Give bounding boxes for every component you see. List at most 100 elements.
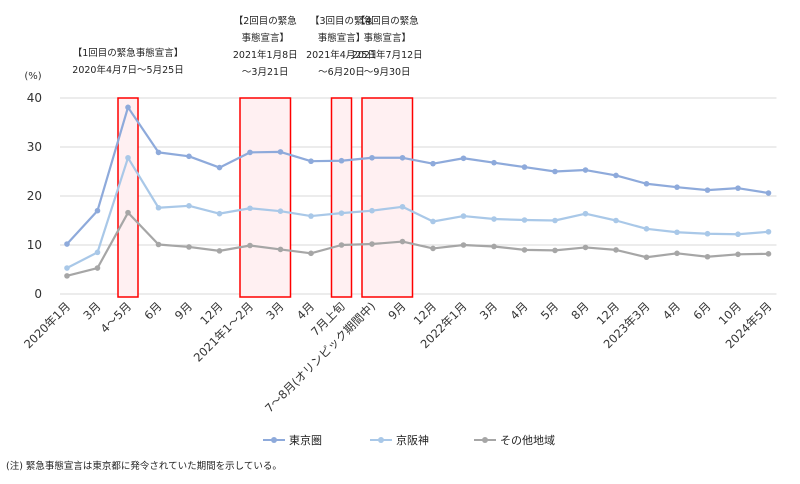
emergency-period-box (361, 97, 414, 298)
x-tick-label: 6月 (141, 299, 164, 322)
data-point (765, 190, 772, 196)
x-tick-label: 4月 (660, 299, 683, 322)
legend-label: 東京圏 (289, 433, 322, 447)
data-point (521, 164, 528, 170)
data-point (430, 218, 436, 225)
data-point (643, 254, 650, 261)
x-tick-label: 6月 (690, 299, 713, 322)
series-line (66, 106, 769, 245)
legend-label: 京阪神 (396, 433, 429, 447)
data-point (94, 207, 101, 214)
x-tick-label: 4月 (507, 299, 530, 322)
data-point (643, 226, 650, 232)
x-tick-label: 3月 (263, 299, 286, 322)
data-point (735, 185, 741, 191)
data-point (308, 213, 314, 219)
data-point (94, 265, 101, 271)
data-point (186, 153, 192, 160)
data-point (125, 154, 131, 161)
data-point (155, 241, 162, 248)
data-point (247, 149, 253, 156)
legend-marker (378, 437, 384, 443)
data-point (64, 265, 70, 271)
data-point (247, 242, 253, 249)
data-point (247, 205, 253, 212)
data-point (552, 168, 558, 175)
emergency-annotation: 【4回目の緊急事態宣言】 2021年7月12日～9月30日 (352, 15, 423, 78)
legend-marker (482, 437, 488, 443)
emergency-annotation: 【3回目の緊急事態宣言】 2021年4月25日～6月20日 (306, 15, 377, 78)
data-point (94, 249, 101, 256)
data-point (64, 273, 70, 279)
data-point (369, 154, 375, 161)
y-tick-label: 0 (34, 287, 42, 301)
data-point (704, 187, 711, 193)
data-point (674, 229, 680, 236)
data-point (338, 242, 345, 248)
data-point (704, 230, 711, 237)
x-tick-label: 4～5月 (98, 299, 135, 336)
data-point (399, 154, 406, 161)
x-tick-label: 3月 (80, 299, 103, 322)
emergency-period-box (330, 97, 353, 298)
legend-label: その他地域 (500, 434, 555, 447)
data-point (735, 251, 741, 258)
series-line (66, 211, 769, 277)
data-point (369, 207, 375, 214)
data-point (674, 250, 680, 257)
data-point (582, 210, 589, 217)
data-point (582, 244, 589, 251)
data-point (491, 159, 497, 166)
data-point (765, 228, 772, 235)
data-point (369, 241, 375, 247)
emergency-annotation: 【2回目の緊急事態宣言】 2021年1月8日～3月21日 (233, 15, 298, 78)
data-point (216, 164, 223, 171)
data-point (613, 217, 619, 224)
data-point (155, 149, 162, 156)
data-point (64, 241, 70, 247)
x-tick-label: 5月 (538, 299, 561, 322)
x-tick-label: 3月 (477, 299, 500, 322)
y-tick-label: 20 (27, 189, 42, 203)
y-tick-label: 30 (27, 140, 42, 154)
footnote: (注) 緊急事態宣言は東京都に発令されていた期間を示している。 (6, 461, 282, 472)
data-point (765, 251, 772, 257)
data-point (277, 149, 284, 155)
data-point (125, 104, 131, 111)
data-point (460, 213, 467, 219)
x-tick-label: 2020年1月 (21, 299, 73, 351)
data-point (338, 210, 345, 216)
y-tick-label: 10 (27, 238, 42, 252)
data-point (521, 247, 528, 253)
data-point (613, 172, 619, 179)
data-point (491, 243, 497, 250)
emergency-annotation: 【1回目の緊急事態宣言】 2020年4月7日～5月25日 (72, 47, 183, 76)
data-point (613, 247, 619, 253)
emergency-period-box (239, 97, 292, 298)
data-point (308, 158, 314, 165)
legend-marker (271, 437, 277, 443)
data-point (460, 155, 467, 162)
data-point (552, 217, 558, 224)
x-tick-label: 9月 (385, 299, 408, 322)
data-point (582, 167, 589, 173)
data-point (552, 247, 558, 254)
x-tick-label: 9月 (172, 299, 195, 322)
data-point (491, 216, 497, 222)
series-line (66, 156, 769, 270)
x-tick-label: 4月 (294, 299, 317, 322)
data-point (521, 217, 528, 223)
data-point (277, 246, 284, 253)
data-point (643, 180, 650, 187)
data-point (430, 245, 436, 252)
data-point (277, 208, 284, 214)
data-point (308, 250, 314, 257)
data-point (186, 244, 192, 250)
data-point (216, 248, 223, 254)
x-tick-label: 8月 (568, 299, 591, 322)
data-point (674, 184, 680, 190)
data-point (216, 210, 223, 217)
emergency-period-box (117, 97, 139, 298)
y-axis-unit: (%) (24, 71, 41, 82)
